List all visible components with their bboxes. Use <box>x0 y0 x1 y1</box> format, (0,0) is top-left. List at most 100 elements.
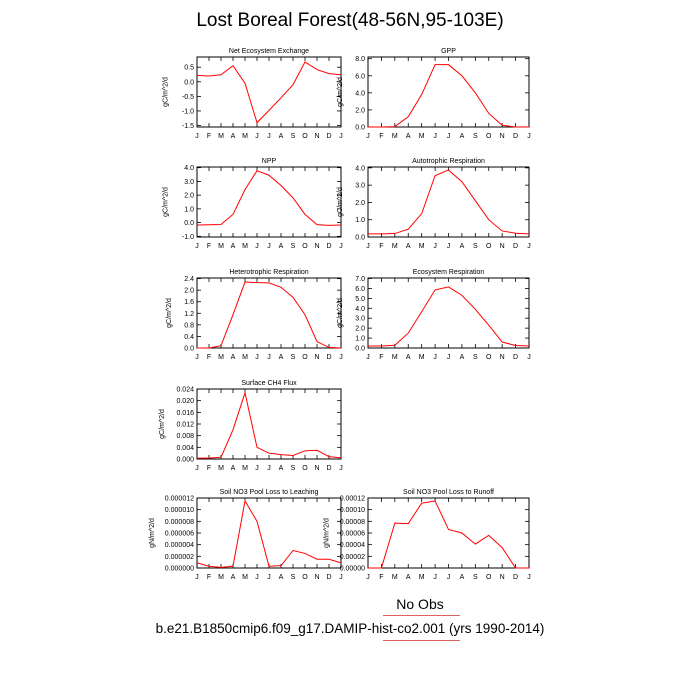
x-tick-label: S <box>291 133 296 140</box>
y-tick-label: 0.00010 <box>340 507 365 514</box>
x-tick-label: D <box>326 243 331 250</box>
y-axis-label: gC/m^2/d <box>166 298 173 328</box>
x-tick-label: M <box>392 243 398 250</box>
x-tick-label: S <box>473 574 478 581</box>
y-tick-label: 0.5 <box>184 65 194 72</box>
x-tick-label: J <box>527 243 531 250</box>
plot-frame <box>367 277 530 349</box>
x-tick-label: J <box>255 243 259 250</box>
panel-title: Surface CH4 Flux <box>241 380 297 387</box>
x-tick-label: J <box>433 354 437 361</box>
panel-6: Surface CH4 Flux gC/m^2/d 0.000 0.004 0.008 0… <box>159 380 343 472</box>
panel-title: GPP <box>441 48 456 55</box>
x-tick-label: A <box>460 133 465 140</box>
plot-frame <box>367 166 530 238</box>
y-tick-label: 0.000008 <box>165 519 194 526</box>
x-tick-label: J <box>255 133 259 140</box>
y-axis-label: gC/m^2/d <box>337 298 344 328</box>
y-tick-label: 0.00006 <box>340 531 365 538</box>
x-tick-label: M <box>218 574 224 581</box>
x-tick-label: A <box>406 133 411 140</box>
x-tick-label: J <box>433 133 437 140</box>
obs-label: No Obs <box>396 596 444 612</box>
x-tick-label: M <box>392 133 398 140</box>
x-tick-label: S <box>291 354 296 361</box>
x-tick-label: J <box>433 574 437 581</box>
x-tick-label: F <box>207 133 211 140</box>
series-line-0 <box>368 169 530 235</box>
x-tick-label: J <box>195 574 199 581</box>
x-tick-label: A <box>279 574 284 581</box>
y-tick-label: 2.0 <box>184 193 194 200</box>
x-tick-label: A <box>406 243 411 250</box>
case-label: b.e21.B1850cmip6.f09_g17.DAMIP-hist-co2.… <box>155 621 545 636</box>
x-tick-label: J <box>267 133 271 140</box>
x-tick-label: M <box>419 243 425 250</box>
x-tick-label: N <box>314 465 319 472</box>
y-tick-label: 0.0 <box>184 346 194 353</box>
obs-label-rule <box>383 615 460 616</box>
series-line-0 <box>197 281 342 349</box>
panel-title: Autotrophic Respiration <box>412 158 485 165</box>
x-tick-label: M <box>242 243 248 250</box>
plot-frame <box>196 277 342 349</box>
y-tick-label: 0.000006 <box>165 531 194 538</box>
plot-frame <box>196 56 342 128</box>
x-tick-label: A <box>279 465 284 472</box>
y-tick-label: 4.0 <box>355 306 365 313</box>
x-tick-label: J <box>339 354 343 361</box>
x-tick-label: J <box>433 243 437 250</box>
plot-frame <box>196 166 342 238</box>
y-tick-label: 1.0 <box>355 336 365 343</box>
panel-8: Soil NO3 Pool Loss to Runoff gN/m^2/d 0.00… <box>323 489 530 581</box>
series-line-0 <box>196 61 342 124</box>
x-tick-label: A <box>231 133 236 140</box>
figure-title: Lost Boreal Forest(48-56N,95-103E) <box>196 10 504 31</box>
x-tick-label: N <box>314 354 319 361</box>
panel-4: Heterotrophic Respiration gC/m^2/d 0.0 0.4 0… <box>166 269 343 361</box>
x-tick-label: S <box>291 574 296 581</box>
y-tick-label: 0.0 <box>184 220 194 227</box>
x-tick-label: J <box>255 465 259 472</box>
x-tick-label: O <box>302 465 308 472</box>
y-tick-label: 0.000000 <box>165 566 194 573</box>
x-tick-label: J <box>447 243 451 250</box>
x-tick-label: D <box>326 354 331 361</box>
x-tick-label: J <box>339 465 343 472</box>
x-tick-label: D <box>513 574 518 581</box>
x-tick-label: J <box>195 133 199 140</box>
x-tick-label: J <box>255 354 259 361</box>
x-tick-label: M <box>419 574 425 581</box>
x-tick-label: S <box>473 354 478 361</box>
y-tick-label: 4.0 <box>355 165 365 172</box>
x-tick-label: A <box>406 574 411 581</box>
y-tick-label: 2.4 <box>184 276 194 283</box>
x-tick-label: N <box>500 354 505 361</box>
y-tick-label: 8.0 <box>355 56 365 63</box>
y-axis-label: gC/m^2/d <box>159 409 166 439</box>
panel-title: Soil NO3 Pool Loss to Runoff <box>403 489 494 496</box>
x-tick-label: J <box>267 354 271 361</box>
x-tick-label: A <box>279 243 284 250</box>
y-tick-label: 2.0 <box>355 326 365 333</box>
y-axis-label: gC/m^2/d <box>337 77 344 107</box>
panel-title: Soil NO3 Pool Loss to Leaching <box>220 489 319 496</box>
x-tick-label: M <box>218 243 224 250</box>
x-tick-label: N <box>314 574 319 581</box>
y-tick-label: 0.0 <box>355 125 365 132</box>
x-tick-label: J <box>447 133 451 140</box>
x-tick-label: D <box>326 133 331 140</box>
y-tick-label: 5.0 <box>355 296 365 303</box>
x-tick-label: M <box>242 574 248 581</box>
x-tick-label: M <box>392 574 398 581</box>
x-tick-label: F <box>207 574 211 581</box>
case-label-rule <box>383 640 460 641</box>
x-tick-label: O <box>302 574 308 581</box>
panel-0: Net Ecosystem Exchange gC/m^2/d -1.5 -1.0 -0… <box>163 48 343 140</box>
x-tick-label: O <box>486 243 492 250</box>
y-tick-label: 0.4 <box>184 334 194 341</box>
x-tick-label: M <box>218 465 224 472</box>
panel-3: Autotrophic Respiration gC/m^2/d 0.0 1.0 2.0… <box>337 158 531 250</box>
y-tick-label: 0.0 <box>355 346 365 353</box>
